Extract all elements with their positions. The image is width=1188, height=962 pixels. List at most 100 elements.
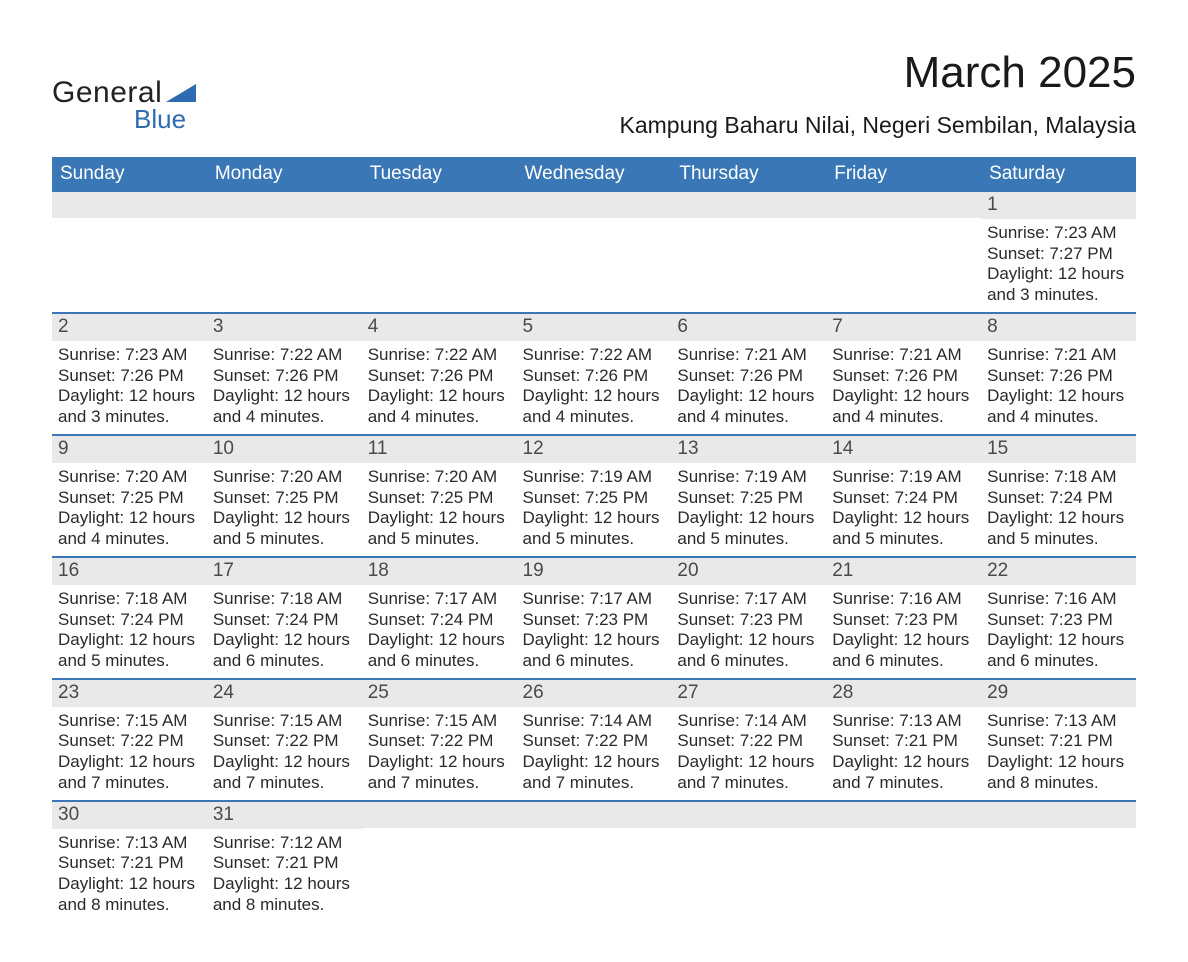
day-number: 24: [207, 680, 362, 707]
calendar-cell: 17Sunrise: 7:18 AMSunset: 7:24 PMDayligh…: [207, 557, 362, 679]
calendar-cell: 3Sunrise: 7:22 AMSunset: 7:26 PMDaylight…: [207, 313, 362, 435]
day-body: [517, 218, 672, 290]
sunset-text: Sunset: 7:26 PM: [368, 366, 511, 387]
sunset-text: Sunset: 7:22 PM: [58, 731, 201, 752]
day-number: [981, 802, 1136, 828]
day-number: [517, 802, 672, 828]
calendar-cell: 9Sunrise: 7:20 AMSunset: 7:25 PMDaylight…: [52, 435, 207, 557]
calendar-cell: [517, 801, 672, 922]
calendar-cell: 19Sunrise: 7:17 AMSunset: 7:23 PMDayligh…: [517, 557, 672, 679]
sunset-text: Sunset: 7:21 PM: [58, 853, 201, 874]
sunrise-text: Sunrise: 7:22 AM: [213, 345, 356, 366]
day-number: 13: [671, 436, 826, 463]
calendar-cell: 30Sunrise: 7:13 AMSunset: 7:21 PMDayligh…: [52, 801, 207, 922]
sunset-text: Sunset: 7:22 PM: [368, 731, 511, 752]
calendar-cell: 10Sunrise: 7:20 AMSunset: 7:25 PMDayligh…: [207, 435, 362, 557]
sunrise-text: Sunrise: 7:16 AM: [987, 589, 1130, 610]
calendar-week-row: 30Sunrise: 7:13 AMSunset: 7:21 PMDayligh…: [52, 801, 1136, 922]
day-body: [826, 828, 981, 908]
calendar-week-row: 23Sunrise: 7:15 AMSunset: 7:22 PMDayligh…: [52, 679, 1136, 801]
sunset-text: Sunset: 7:21 PM: [213, 853, 356, 874]
calendar-cell: 25Sunrise: 7:15 AMSunset: 7:22 PMDayligh…: [362, 679, 517, 801]
sunset-text: Sunset: 7:26 PM: [677, 366, 820, 387]
sunrise-text: Sunrise: 7:19 AM: [677, 467, 820, 488]
daylight-text: Daylight: 12 hours and 4 minutes.: [677, 386, 820, 427]
day-number: 16: [52, 558, 207, 585]
sunset-text: Sunset: 7:22 PM: [677, 731, 820, 752]
logo-triangle-icon: [166, 82, 196, 102]
day-number: 1: [981, 192, 1136, 219]
calendar-cell: 26Sunrise: 7:14 AMSunset: 7:22 PMDayligh…: [517, 679, 672, 801]
sunrise-text: Sunrise: 7:17 AM: [677, 589, 820, 610]
sunrise-text: Sunrise: 7:15 AM: [58, 711, 201, 732]
sunrise-text: Sunrise: 7:18 AM: [213, 589, 356, 610]
day-body: [52, 218, 207, 290]
day-number: 28: [826, 680, 981, 707]
day-body: Sunrise: 7:23 AMSunset: 7:27 PMDaylight:…: [981, 219, 1136, 312]
calendar-cell: 29Sunrise: 7:13 AMSunset: 7:21 PMDayligh…: [981, 679, 1136, 801]
sunrise-text: Sunrise: 7:18 AM: [58, 589, 201, 610]
day-body: [671, 218, 826, 290]
sunset-text: Sunset: 7:26 PM: [58, 366, 201, 387]
day-body: Sunrise: 7:15 AMSunset: 7:22 PMDaylight:…: [362, 707, 517, 800]
calendar-cell: 4Sunrise: 7:22 AMSunset: 7:26 PMDaylight…: [362, 313, 517, 435]
sunrise-text: Sunrise: 7:20 AM: [368, 467, 511, 488]
daylight-text: Daylight: 12 hours and 3 minutes.: [987, 264, 1130, 305]
sunrise-text: Sunrise: 7:17 AM: [523, 589, 666, 610]
sunset-text: Sunset: 7:24 PM: [832, 488, 975, 509]
day-body: Sunrise: 7:16 AMSunset: 7:23 PMDaylight:…: [826, 585, 981, 678]
calendar-cell: 14Sunrise: 7:19 AMSunset: 7:24 PMDayligh…: [826, 435, 981, 557]
day-number: 23: [52, 680, 207, 707]
sunrise-text: Sunrise: 7:22 AM: [368, 345, 511, 366]
sunrise-text: Sunrise: 7:17 AM: [368, 589, 511, 610]
day-number: 3: [207, 314, 362, 341]
day-body: Sunrise: 7:19 AMSunset: 7:24 PMDaylight:…: [826, 463, 981, 556]
sunrise-text: Sunrise: 7:13 AM: [58, 833, 201, 854]
sunset-text: Sunset: 7:27 PM: [987, 244, 1130, 265]
day-number: [671, 802, 826, 828]
sunrise-text: Sunrise: 7:12 AM: [213, 833, 356, 854]
daylight-text: Daylight: 12 hours and 6 minutes.: [987, 630, 1130, 671]
calendar-cell: 13Sunrise: 7:19 AMSunset: 7:25 PMDayligh…: [671, 435, 826, 557]
day-header: Thursday: [671, 157, 826, 192]
day-number: 17: [207, 558, 362, 585]
sunset-text: Sunset: 7:24 PM: [213, 610, 356, 631]
day-number: [52, 192, 207, 218]
day-number: 10: [207, 436, 362, 463]
calendar-cell: 2Sunrise: 7:23 AMSunset: 7:26 PMDaylight…: [52, 313, 207, 435]
calendar-week-row: 16Sunrise: 7:18 AMSunset: 7:24 PMDayligh…: [52, 557, 1136, 679]
calendar-cell: [362, 801, 517, 922]
sunrise-text: Sunrise: 7:18 AM: [987, 467, 1130, 488]
day-body: Sunrise: 7:13 AMSunset: 7:21 PMDaylight:…: [52, 829, 207, 922]
month-title: March 2025: [620, 48, 1136, 98]
daylight-text: Daylight: 12 hours and 4 minutes.: [368, 386, 511, 427]
calendar-week-row: 9Sunrise: 7:20 AMSunset: 7:25 PMDaylight…: [52, 435, 1136, 557]
day-number: [362, 192, 517, 218]
daylight-text: Daylight: 12 hours and 8 minutes.: [987, 752, 1130, 793]
calendar-cell: 28Sunrise: 7:13 AMSunset: 7:21 PMDayligh…: [826, 679, 981, 801]
daylight-text: Daylight: 12 hours and 4 minutes.: [987, 386, 1130, 427]
sunset-text: Sunset: 7:26 PM: [832, 366, 975, 387]
daylight-text: Daylight: 12 hours and 4 minutes.: [213, 386, 356, 427]
sunset-text: Sunset: 7:24 PM: [58, 610, 201, 631]
calendar-cell: [671, 801, 826, 922]
daylight-text: Daylight: 12 hours and 5 minutes.: [987, 508, 1130, 549]
daylight-text: Daylight: 12 hours and 6 minutes.: [368, 630, 511, 671]
day-body: [362, 828, 517, 908]
day-body: Sunrise: 7:15 AMSunset: 7:22 PMDaylight:…: [207, 707, 362, 800]
day-body: Sunrise: 7:17 AMSunset: 7:24 PMDaylight:…: [362, 585, 517, 678]
daylight-text: Daylight: 12 hours and 8 minutes.: [213, 874, 356, 915]
sunrise-text: Sunrise: 7:21 AM: [677, 345, 820, 366]
day-number: 7: [826, 314, 981, 341]
day-number: 31: [207, 802, 362, 829]
day-number: 21: [826, 558, 981, 585]
sunrise-text: Sunrise: 7:15 AM: [368, 711, 511, 732]
day-number: 26: [517, 680, 672, 707]
calendar-cell: 20Sunrise: 7:17 AMSunset: 7:23 PMDayligh…: [671, 557, 826, 679]
daylight-text: Daylight: 12 hours and 4 minutes.: [523, 386, 666, 427]
day-number: 8: [981, 314, 1136, 341]
daylight-text: Daylight: 12 hours and 7 minutes.: [213, 752, 356, 793]
day-number: 2: [52, 314, 207, 341]
day-header: Wednesday: [517, 157, 672, 192]
daylight-text: Daylight: 12 hours and 6 minutes.: [523, 630, 666, 671]
